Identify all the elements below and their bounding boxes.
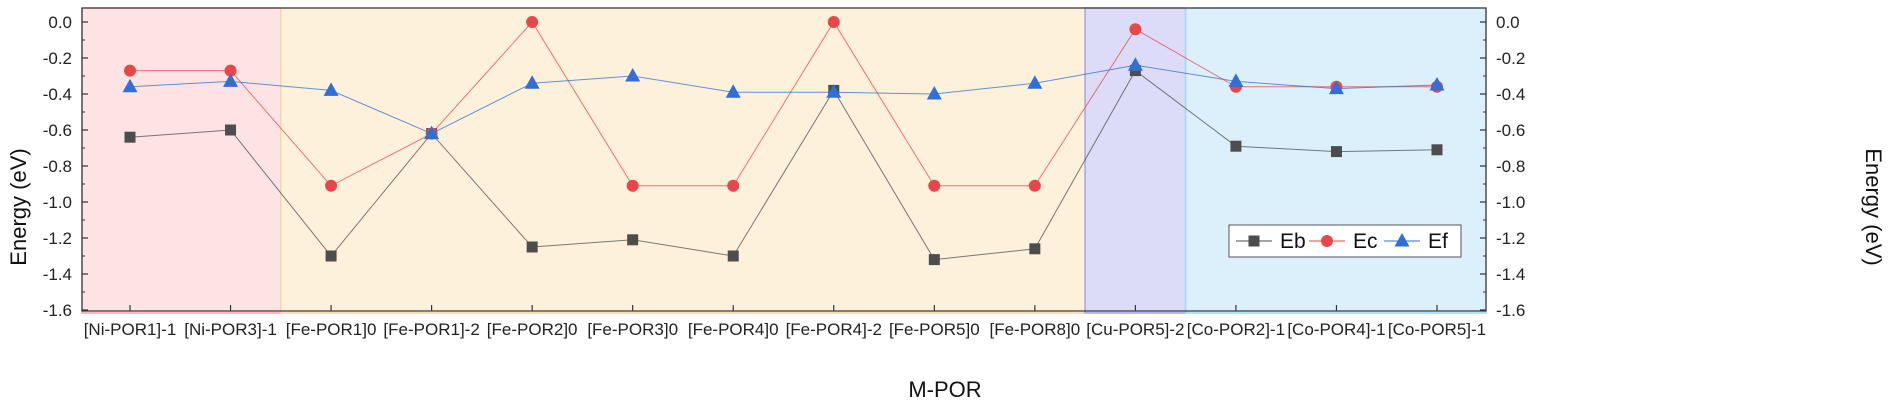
data-point-ef (122, 78, 138, 93)
data-point-ec (1028, 179, 1041, 192)
y-tick-label: -0.2 (43, 49, 72, 68)
x-tick-label: [Fe-POR4]0 (688, 320, 779, 339)
region-ni (81, 7, 282, 314)
x-tick-label: [Fe-POR4]-2 (786, 320, 882, 339)
data-point-eb (1330, 146, 1342, 158)
data-point-eb (928, 254, 940, 266)
region-cu (1084, 7, 1187, 314)
data-point-ef (1127, 57, 1143, 71)
y-tick-label-right: -0.6 (1496, 121, 1525, 140)
data-point-ef (1228, 73, 1244, 87)
y-tick-label-right: -1.2 (1496, 229, 1525, 248)
y-tick-label: 0.0 (48, 13, 72, 32)
series-line-eb (129, 69, 1438, 261)
data-point-eb (1230, 140, 1242, 152)
data-point-ec (827, 16, 840, 28)
data-point-ef (625, 68, 641, 82)
x-axis: [Ni-POR1]-1 [Ni-POR3]-1 [Fe-POR1]0 [Fe-POR1… (84, 305, 1486, 339)
data-point-ef (1429, 77, 1445, 91)
y-tick-label: -0.4 (43, 85, 72, 104)
y-tick-label-right: -1.0 (1496, 193, 1525, 212)
legend-marker-eb (1248, 235, 1260, 247)
data-point-eb (727, 250, 739, 262)
region-co (1184, 7, 1487, 314)
data-point-ef (323, 82, 339, 96)
series-line-ef (129, 64, 1438, 135)
x-axis-title: M-POR (908, 377, 981, 402)
y-tick-label: -1.0 (43, 193, 72, 212)
data-point-ef (524, 75, 540, 89)
x-tick-label: [Fe-POR2]0 (487, 320, 578, 339)
data-point-ec (526, 16, 539, 28)
data-point-eb (1029, 243, 1041, 255)
data-point-ef (424, 125, 440, 140)
y-tick-label-right: -0.2 (1496, 49, 1525, 68)
x-tick-label: [Fe-POR1]0 (286, 320, 377, 339)
data-point-eb (124, 131, 136, 143)
data-point-ef (1328, 80, 1344, 95)
x-tick-label: [Fe-POR8]0 (989, 320, 1080, 339)
data-point-ec (928, 179, 941, 192)
legend-label-ec: Ec (1353, 230, 1378, 253)
x-tick-label: [Co-POR5]-1 (1388, 320, 1486, 339)
y-tick-label: -1.4 (43, 265, 72, 284)
y-tick-label: -1.6 (43, 301, 72, 320)
data-point-eb (225, 124, 237, 136)
y-tick-label-right: -0.4 (1496, 85, 1525, 104)
data-point-ec (727, 179, 740, 192)
data-point-ef (926, 86, 942, 100)
data-point-ec (124, 64, 136, 77)
data-point-eb (627, 234, 639, 246)
data-point-ef (826, 84, 842, 98)
y-axis-title-right: Energy (eV) (1861, 148, 1886, 265)
data-point-ec (325, 179, 338, 192)
y-tick-label-right: 0.0 (1496, 13, 1520, 32)
x-tick-label: [Fe-POR5]0 (889, 320, 980, 339)
region-layer (81, 7, 1487, 314)
legend: Eb Ec Ef (1228, 224, 1462, 258)
legend-marker-ef (1394, 233, 1410, 247)
x-tick-label: [Ni-POR3]-1 (184, 320, 277, 339)
plot-border (81, 7, 1487, 312)
y-tick-label-right: -0.8 (1496, 157, 1525, 176)
series-line-ec (130, 21, 1437, 187)
data-point-ef (223, 73, 239, 87)
data-point-eb (1431, 144, 1443, 156)
legend-label-ef: Ef (1428, 230, 1448, 253)
series-layer (122, 16, 1445, 266)
y-tick-label-right: -1.4 (1496, 265, 1525, 284)
x-tick-label: [Fe-POR3]0 (587, 320, 678, 339)
y-tick-label-right: -1.6 (1496, 301, 1525, 320)
y-tick-label: -0.8 (43, 157, 72, 176)
right-y-axis: 0.0 -0.2 -0.4 -0.6 -0.8 -1.0 -1.2 -1.4 -1.6 (1480, 13, 1525, 320)
x-tick-label: [Co-POR2]-1 (1187, 320, 1285, 339)
left-y-axis: 0.0 -0.2 -0.4 -0.6 -0.8 -1.0 -1.2 -1.4 -1.6 (43, 13, 88, 320)
x-tick-label: [Cu-POR5]-2 (1086, 320, 1184, 339)
x-tick-label: [Ni-POR1]-1 (84, 320, 177, 339)
x-tick-label: [Co-POR4]-1 (1287, 320, 1385, 339)
data-point-ec (1129, 23, 1142, 36)
data-point-ef (725, 84, 741, 98)
x-tick-label: [Fe-POR1]-2 (383, 320, 479, 339)
y-axis-title-left: Energy (eV) (6, 148, 31, 265)
plot-frame (81, 7, 1487, 312)
y-tick-label: -1.2 (43, 229, 72, 248)
legend-marker-ec (1321, 235, 1333, 247)
legend-label-eb: Eb (1280, 230, 1306, 253)
data-point-eb (526, 241, 538, 253)
data-point-eb (325, 250, 337, 262)
region-fe (280, 7, 1086, 314)
data-point-ec (224, 64, 237, 77)
data-point-ef (1027, 75, 1043, 89)
y-tick-label: -0.6 (43, 121, 72, 140)
series-ef (122, 57, 1445, 140)
data-point-ec (626, 179, 639, 192)
